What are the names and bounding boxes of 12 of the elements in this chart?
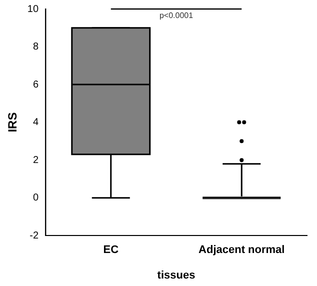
y-tick-label: 10 xyxy=(27,4,39,15)
y-tick-label: 0 xyxy=(32,192,39,204)
x-axis-title: tissues xyxy=(157,269,196,282)
y-tick-label: 6 xyxy=(32,79,39,90)
annotation: p<0.0001 xyxy=(159,11,194,20)
y-tick-label: 2 xyxy=(32,154,39,166)
y-tick-label: 4 xyxy=(32,117,39,128)
y-axis-title: IRS xyxy=(6,112,20,132)
x-tick-label: EC xyxy=(103,244,119,256)
y-tick-label: 8 xyxy=(32,42,39,53)
y-tick-label: -2 xyxy=(30,230,39,242)
x-tick-label: Adjacent normal xyxy=(198,244,285,256)
